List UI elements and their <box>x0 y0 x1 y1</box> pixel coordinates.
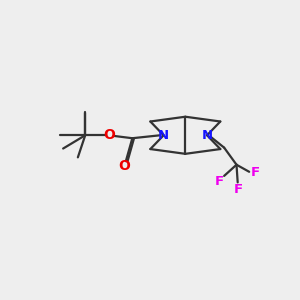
Text: O: O <box>103 128 115 142</box>
Text: O: O <box>118 160 130 173</box>
Text: N: N <box>158 129 169 142</box>
Text: N: N <box>202 129 213 142</box>
Text: F: F <box>251 167 260 179</box>
Text: F: F <box>214 175 224 188</box>
Text: F: F <box>233 183 242 196</box>
